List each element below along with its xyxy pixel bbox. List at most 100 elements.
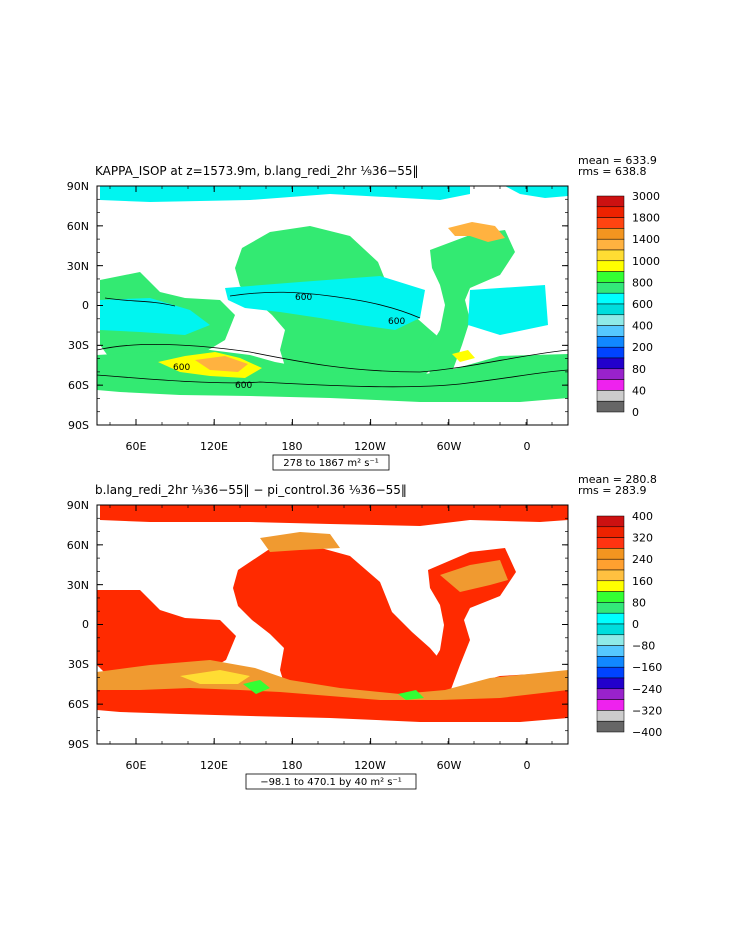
high-patch-nordic (448, 222, 505, 242)
svg-text:90N: 90N (67, 499, 89, 512)
mean-label: mean = 280.8 (578, 473, 657, 486)
colorbar-label: −240 (632, 683, 662, 696)
y-axis: 90N 60N 30N 0 30S 60S 90S (67, 499, 89, 751)
colorbar-label: −320 (632, 704, 662, 717)
contour-label: 600 (173, 363, 190, 373)
rms-label: rms = 638.8 (578, 165, 646, 178)
colorbar-label: 3000 (632, 190, 660, 203)
colorbar-swatch (596, 390, 625, 402)
colorbar-swatch (596, 666, 625, 679)
map-field (97, 505, 568, 744)
orange-belt-south (97, 660, 568, 700)
y-tick-label: 90S (68, 419, 89, 432)
x-tick-label: 180 (282, 759, 303, 772)
svg-text:0: 0 (82, 299, 89, 312)
x-tick-label: 0 (524, 759, 531, 772)
svg-text:90S: 90S (68, 738, 89, 751)
y-tick-label: 60S (68, 379, 89, 392)
svg-text:60S: 60S (68, 698, 89, 711)
ocean-arctic (100, 186, 470, 202)
colorbar-swatch (596, 195, 625, 208)
colorbar-swatch (596, 569, 625, 582)
colorbar-swatch (596, 249, 625, 262)
colorbar-label: 400 (632, 320, 653, 333)
range-box (272, 454, 390, 471)
svg-text:90S: 90S (68, 419, 89, 432)
svg-text:60N: 60N (67, 539, 89, 552)
colorbar-label: −160 (632, 661, 662, 674)
colorbar-swatch (596, 282, 625, 294)
green-patch-a (243, 680, 270, 694)
colorbar-swatch (596, 699, 625, 711)
colorbar-label: 1000 (632, 255, 660, 268)
colorbar-label: 0 (632, 406, 639, 419)
ocean-pacific (233, 545, 442, 705)
y-tick-label: 30S (68, 658, 89, 671)
ocean-indian (97, 590, 236, 678)
axis-ticks (97, 504, 568, 745)
colorbar-swatch (596, 368, 625, 380)
y-tick-label: 60N (67, 539, 89, 552)
colorbar-swatch (596, 688, 625, 700)
colorbar-label: 200 (632, 341, 653, 354)
colorbar-swatch (596, 515, 625, 528)
colorbar-label: 0 (632, 618, 639, 631)
colorbar-swatch (596, 206, 625, 218)
range-box (245, 773, 417, 790)
x-tick-label: 60W (437, 440, 462, 453)
colorbar-label: 240 (632, 553, 653, 566)
rms-label: rms = 283.9 (578, 484, 646, 497)
contour-label: 600 (388, 317, 405, 327)
y-tick-label: 0 (82, 618, 89, 631)
yellow-patch (180, 670, 250, 684)
colorbar-swatch (596, 580, 625, 592)
contour-600-c (229, 291, 421, 319)
colorbar-swatch (596, 602, 625, 614)
x-tick-label: 60W (437, 759, 462, 772)
colorbar-swatch (596, 346, 625, 359)
plot-title: b.lang_redi_2hr ⅑36−55‖ − pi_control.36 … (95, 483, 407, 497)
colorbar-swatch (596, 710, 625, 722)
y-tick-label: 90S (68, 738, 89, 751)
svg-text:60S: 60S (68, 379, 89, 392)
colorbar-label: 80 (632, 596, 646, 609)
colorbar-label: 160 (632, 575, 653, 588)
colorbar-swatch (596, 612, 625, 625)
x-tick-label: 120E (200, 440, 228, 453)
y-tick-label: 90N (67, 499, 89, 512)
contour-600-a (97, 343, 568, 373)
x-tick-label: 60E (126, 759, 147, 772)
x-axis: 60E 120E 180 120W 60W 0 (126, 440, 531, 453)
colorbar-swatch (596, 379, 625, 391)
colorbar-label: 40 (632, 384, 646, 397)
colorbar-label: 800 (632, 276, 653, 289)
colorbar-swatch (596, 720, 625, 733)
range-label: −98.1 to 470.1 by 40 m² s⁻¹ (260, 777, 402, 788)
ocean-arctic (100, 505, 568, 526)
colorbar-swatch (596, 656, 625, 668)
x-axis: 60E 120E 180 120W 60W 0 (126, 759, 531, 772)
colorbar-swatch (596, 634, 625, 646)
colorbar-swatch (596, 537, 625, 549)
colorbar-swatch (596, 526, 625, 538)
svg-text:60N: 60N (67, 220, 89, 233)
high-patch-atlantic (452, 350, 475, 362)
ocean-equatorial-atlantic (468, 285, 548, 335)
contour-600-b (97, 369, 568, 388)
plot-title: KAPPA_ISOP at z=1573.9m, b.lang_redi_2hr… (95, 164, 419, 178)
colorbar-swatch (596, 260, 625, 272)
colorbar-swatch (596, 591, 625, 603)
panel-top: KAPPA_ISOP at z=1573.9m, b.lang_redi_2hr… (67, 154, 660, 471)
x-tick-label: 120W (354, 759, 386, 772)
panel-bottom: b.lang_redi_2hr ⅑36−55‖ − pi_control.36 … (67, 473, 662, 790)
x-tick-label: 180 (282, 440, 303, 453)
ocean-atlantic (428, 548, 516, 698)
colorbar-swatch (596, 238, 625, 251)
colorbar-label: 1400 (632, 233, 660, 246)
colorbar-label: 600 (632, 298, 653, 311)
colorbar-swatch (596, 677, 625, 690)
ocean-atlantic (428, 230, 515, 378)
svg-text:0: 0 (82, 618, 89, 631)
ocean-equatorial-indian (100, 298, 210, 335)
